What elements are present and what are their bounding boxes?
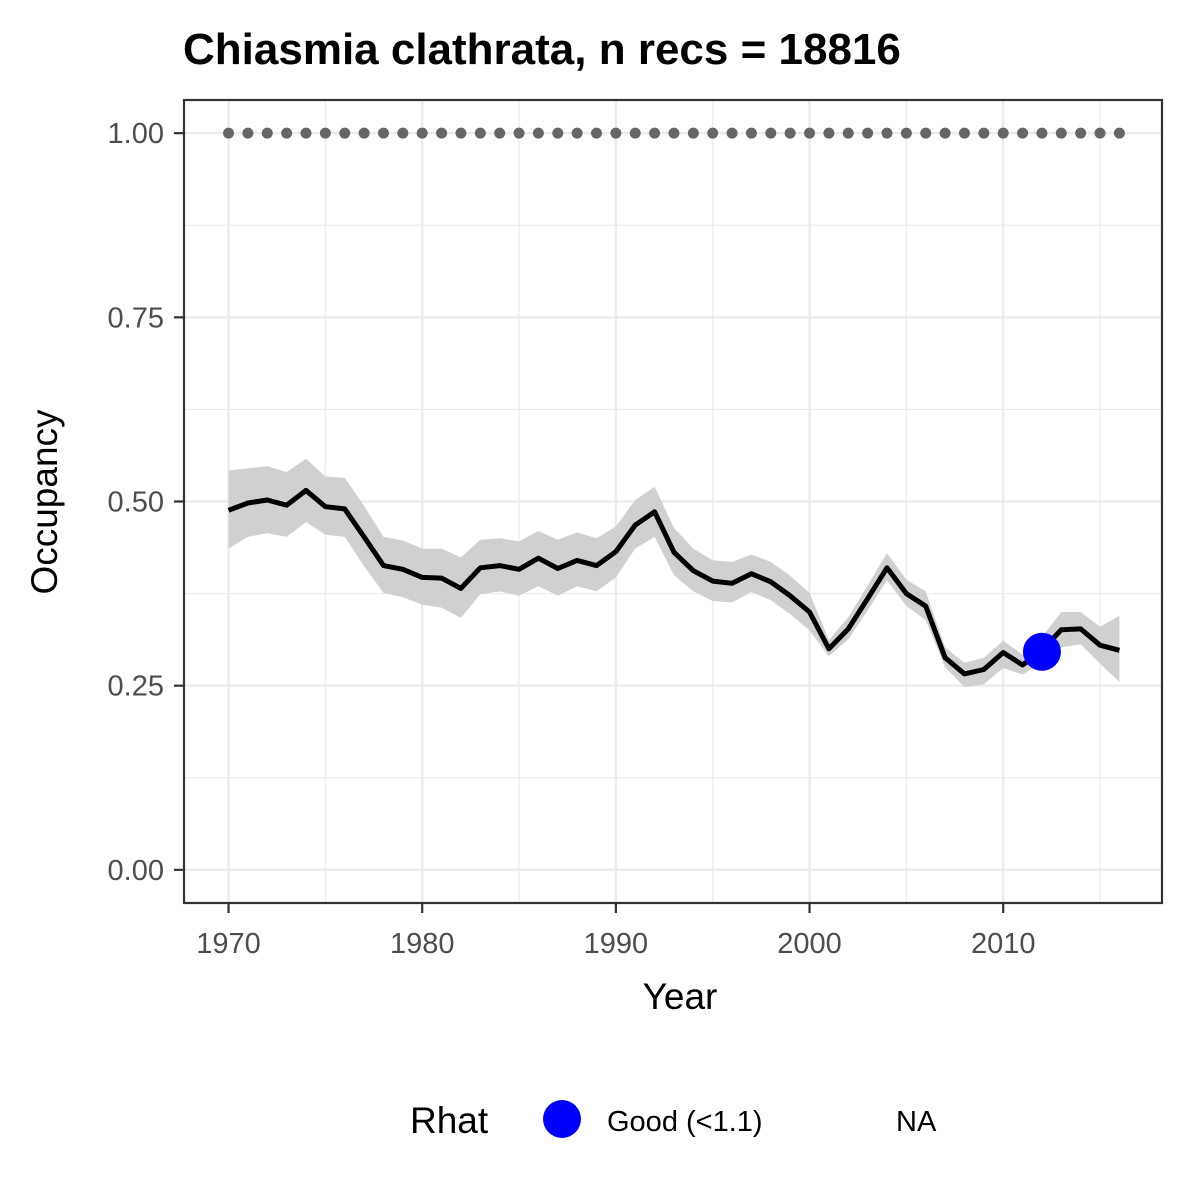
reference-dot [552,127,564,139]
x-axis: 1970 1980 1990 2000 2010 [196,903,1035,960]
rhat-points [1022,632,1061,671]
reference-dot [939,127,951,139]
reference-dot [920,127,932,139]
rhat-point [1022,632,1061,671]
x-tick-label: 1970 [196,928,261,960]
reference-dot [455,127,467,139]
reference-dot [784,127,796,139]
legend-label-good: Good (<1.1) [607,1106,763,1138]
reference-dot [474,127,486,139]
y-tick-label: 0.50 [108,487,164,519]
reference-dot [610,127,622,139]
x-axis-title: Year [643,976,718,1017]
reference-dot [397,127,409,139]
reference-dot [997,127,1009,139]
reference-dot [494,127,506,139]
legend-title: Rhat [410,1100,489,1141]
reference-dot [261,127,273,139]
reference-dot [978,127,990,139]
x-tick-label: 1980 [390,928,455,960]
reference-dot [726,127,738,139]
legend-label-na: NA [896,1106,937,1138]
reference-dot [436,127,448,139]
reference-dot [1036,127,1048,139]
y-tick-label: 0.25 [108,671,164,703]
reference-dot [591,127,603,139]
reference-dot [862,127,874,139]
ribbon-area [228,458,1120,688]
reference-dot [668,127,680,139]
y-axis-title: Occupancy [24,409,65,595]
reference-dot [513,127,525,139]
occupancy-series-line [227,487,1121,677]
reference-dot [823,127,835,139]
chart-title: Chiasmia clathrata, n recs = 18816 [183,25,901,74]
reference-dot [358,127,370,139]
reference-dot [1113,127,1125,139]
reference-dot [1094,127,1106,139]
reference-dot [629,127,641,139]
reference-dot [804,127,816,139]
reference-dot [745,127,757,139]
reference-dot [242,127,254,139]
y-tick-label: 1.00 [108,118,164,150]
confidence-ribbon [228,458,1120,688]
gridlines [184,100,1162,903]
reference-dot [1075,127,1087,139]
reference-dot [900,127,912,139]
x-tick-label: 2000 [777,928,842,960]
reference-dot [339,127,351,139]
reference-dot [377,127,389,139]
reference-dot [1017,127,1029,139]
y-tick-label: 0.75 [108,302,164,334]
reference-dot [571,127,583,139]
y-tick-label: 0.00 [108,855,164,887]
y-axis: 0.00 0.25 0.50 0.75 1.00 [108,118,184,887]
reference-dot [958,127,970,139]
reference-dot [223,127,235,139]
reference-dot [881,127,893,139]
legend-key-good [543,1100,581,1138]
legend: Rhat Good (<1.1) NA [410,1100,937,1141]
reference-dot [707,127,719,139]
x-tick-label: 1990 [584,928,649,960]
reference-dot [532,127,544,139]
reference-dot [319,127,331,139]
reference-dot [842,127,854,139]
reference-dot [416,127,428,139]
reference-dots [223,127,1125,139]
reference-dot [1055,127,1067,139]
reference-dot [281,127,293,139]
reference-dot [300,127,312,139]
reference-dot [649,127,661,139]
x-tick-label: 2010 [971,928,1036,960]
reference-dot [765,127,777,139]
occupancy-line [227,487,1121,677]
reference-dot [687,127,699,139]
